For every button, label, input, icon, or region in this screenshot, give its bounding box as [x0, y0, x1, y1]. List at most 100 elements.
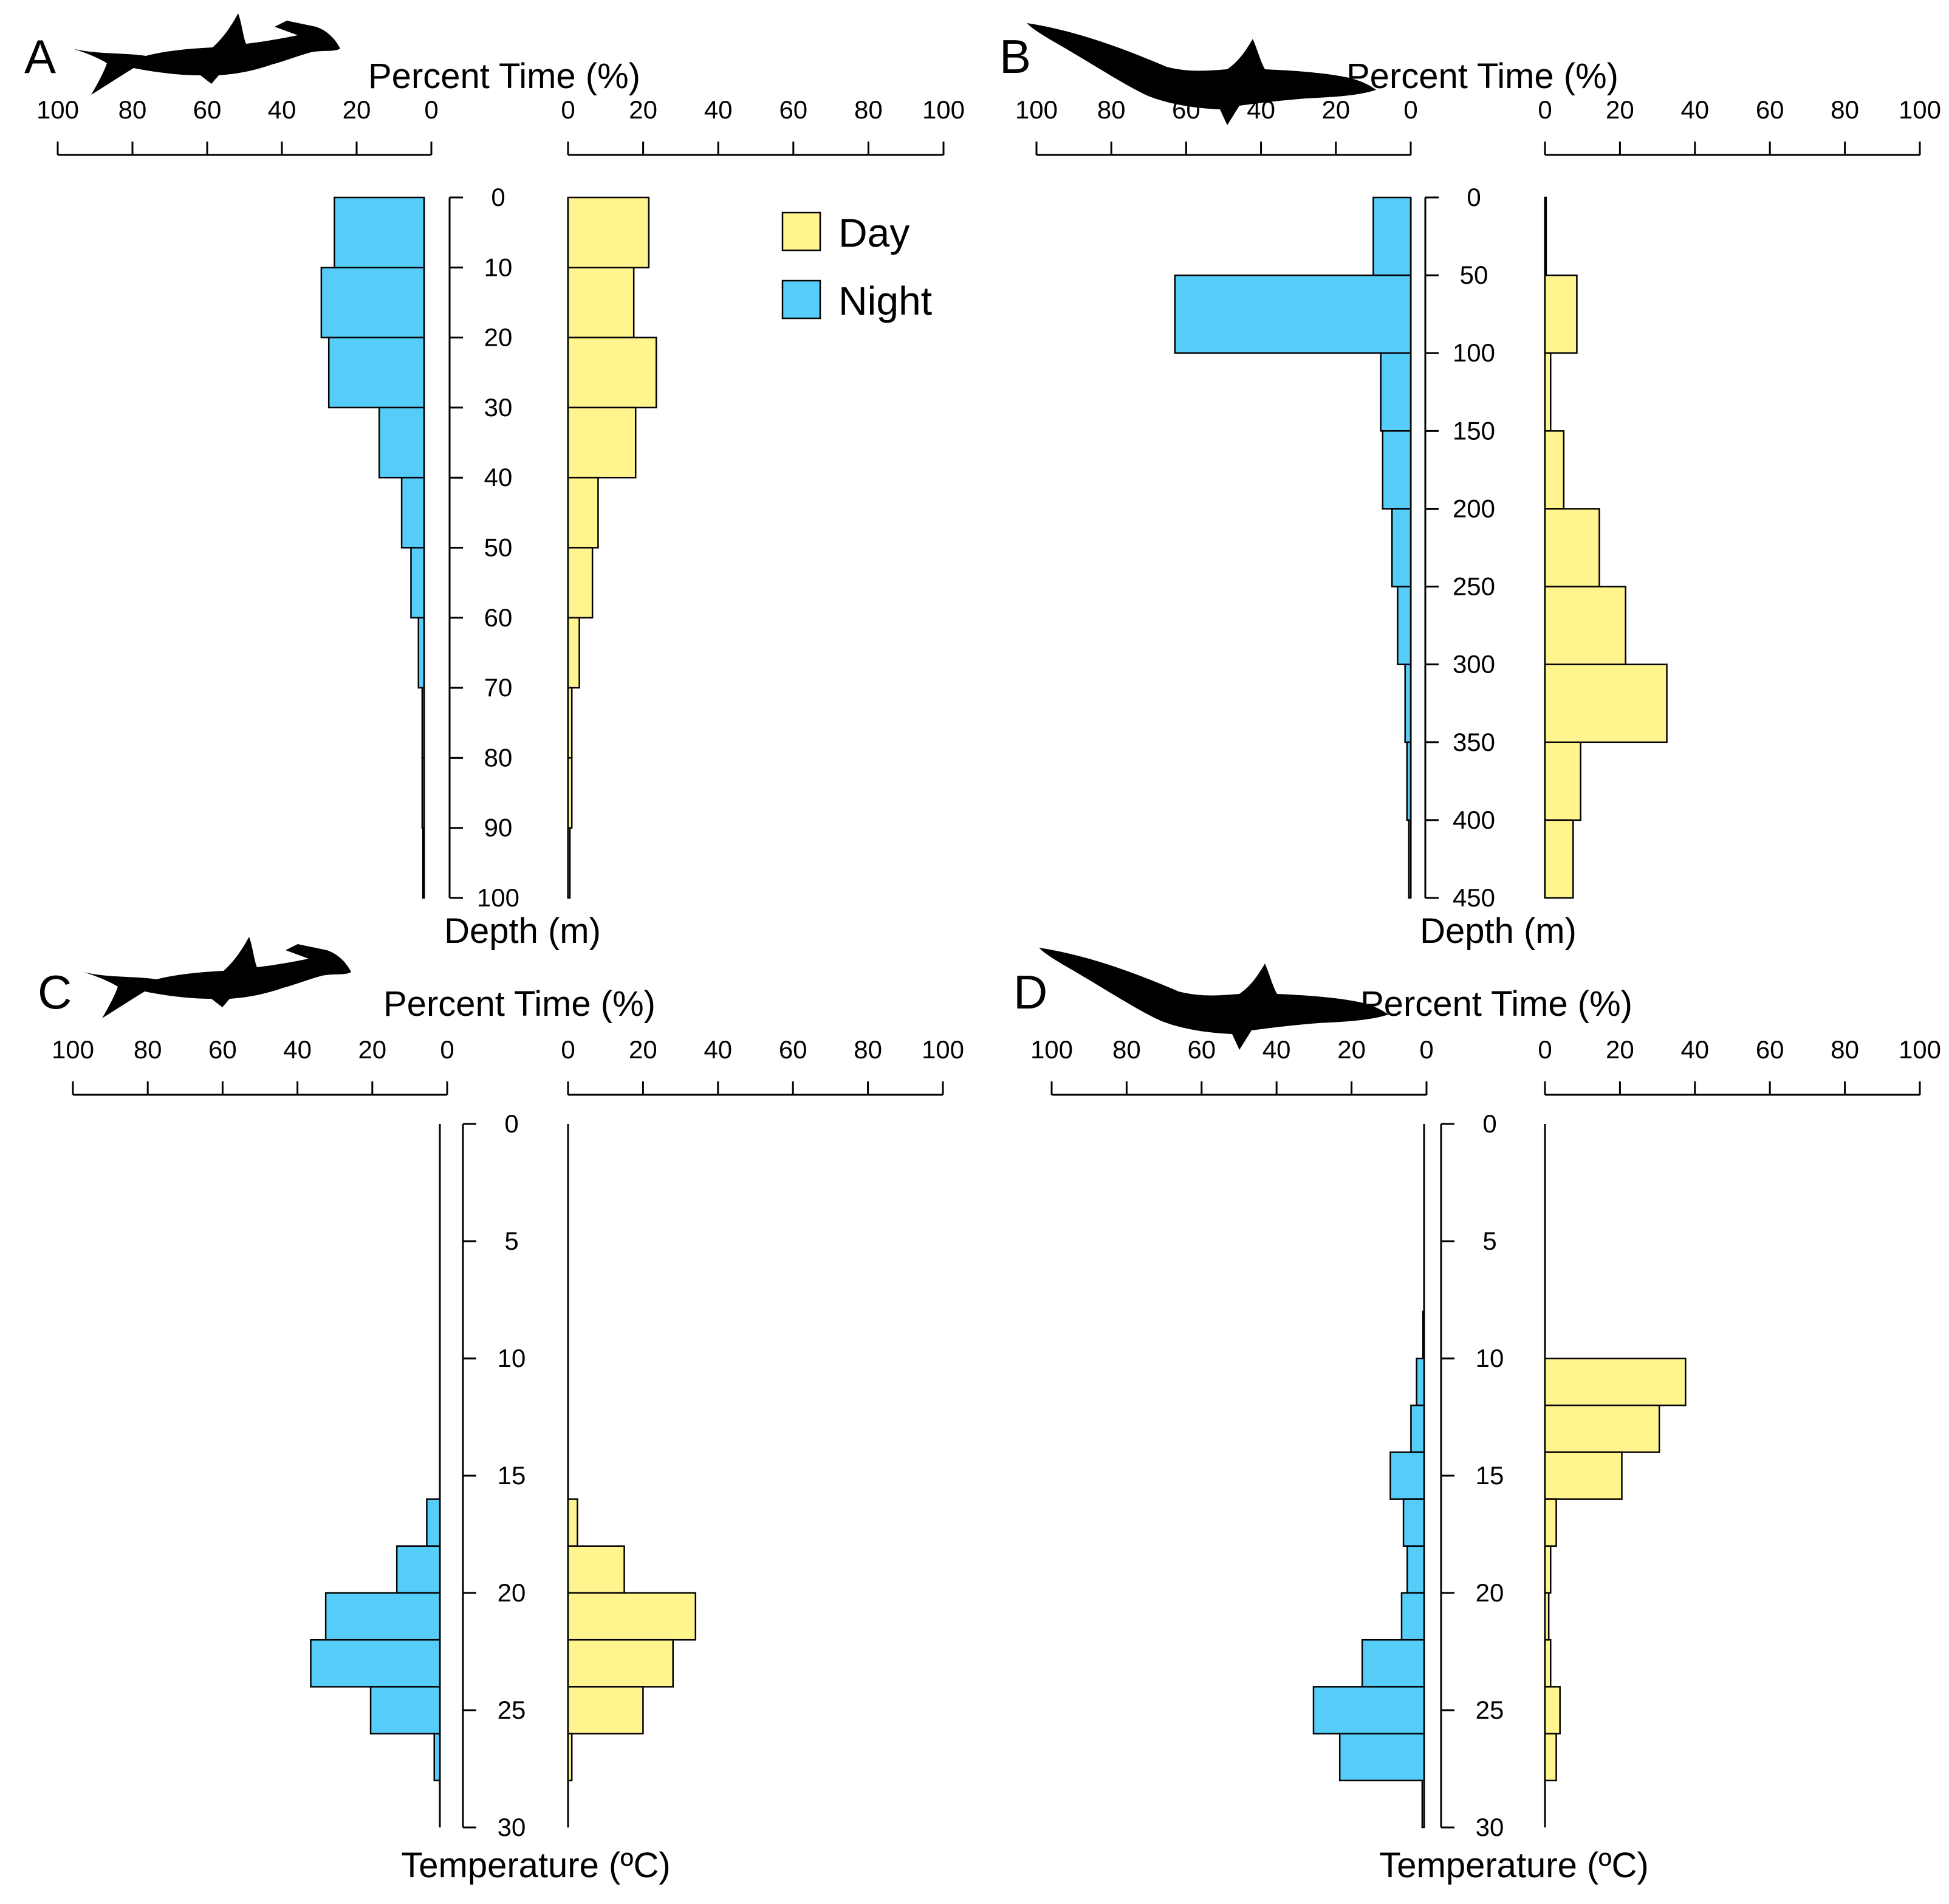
- night-bar: [1421, 1779, 1425, 1829]
- night-bar: [1361, 1639, 1425, 1688]
- panels: A Percent Time (%)100 80 60 40 20 0 0 20 40 60 80 10…: [24, 30, 1941, 1885]
- legend-night-label: Night: [838, 278, 932, 323]
- panel-d: D Percent Time (%)100 80 60 40 20 0 0 20 40 60 80 10…: [1013, 965, 1941, 1885]
- y-tick-label: 100: [477, 883, 519, 912]
- night-bar: [433, 1733, 441, 1782]
- x-tick-label: 60: [1756, 95, 1784, 124]
- x-tick-label: 40: [704, 95, 733, 124]
- legend: Day Night: [781, 210, 932, 323]
- y-tick-label: 25: [498, 1696, 526, 1724]
- night-bar: [1406, 741, 1412, 821]
- night-bar: [1372, 196, 1412, 276]
- x-tick-label: 100: [36, 95, 79, 124]
- day-bar: [1544, 1686, 1561, 1734]
- y-tick-label: 100: [1453, 338, 1495, 367]
- x-tick-label: 40: [268, 95, 296, 124]
- y-tick-label: 20: [484, 323, 513, 352]
- x-tick-label: 0: [1538, 95, 1552, 124]
- legend-night-swatch: [781, 279, 821, 320]
- y-tick-label: 450: [1453, 883, 1495, 912]
- thresher-shark-icon: [1039, 948, 1388, 1050]
- day-bar: [567, 1686, 644, 1734]
- legend-day-label: Day: [838, 210, 909, 255]
- x-axis-night: 100 80 60 40 20 0: [36, 95, 439, 156]
- y-tick-label: 300: [1453, 650, 1495, 679]
- x-tick-label: 0: [1538, 1035, 1552, 1064]
- y-tick-label: 0: [1467, 183, 1481, 211]
- panel-title: Percent Time (%): [383, 984, 656, 1024]
- x-tick-label: 40: [704, 1035, 732, 1064]
- day-bar: [567, 827, 571, 899]
- day-bar: [567, 1639, 674, 1688]
- x-tick-label: 60: [1756, 1035, 1784, 1064]
- x-tick-label: 80: [134, 1035, 162, 1064]
- x-tick-label: 40: [1247, 95, 1275, 124]
- x-tick-label: 80: [1831, 95, 1859, 124]
- day-bar: [1544, 196, 1547, 276]
- y-tick-label: 5: [504, 1227, 518, 1255]
- day-bar: [567, 547, 594, 619]
- panel-label: C: [38, 965, 72, 1019]
- hammerhead-shark-icon: [84, 937, 351, 1018]
- night-bar: [417, 617, 425, 689]
- y-tick-label: 5: [1482, 1227, 1496, 1255]
- x-tick-label: 100: [922, 95, 965, 124]
- x-tick-label: 60: [208, 1035, 237, 1064]
- x-tick-label: 0: [1419, 1035, 1433, 1064]
- x-tick-label: 0: [561, 1035, 575, 1064]
- night-bar: [1408, 819, 1412, 899]
- x-tick-label: 100: [1015, 95, 1058, 124]
- night-bar: [426, 1498, 441, 1547]
- x-tick-label: 60: [779, 95, 807, 124]
- x-tick-label: 40: [1262, 1035, 1291, 1064]
- night-bar: [1397, 586, 1412, 665]
- y-tick-label: 400: [1453, 806, 1495, 834]
- day-bar: [1544, 1404, 1660, 1453]
- day-bar: [1544, 819, 1574, 899]
- day-bar: [567, 757, 573, 829]
- night-bar: [320, 267, 425, 338]
- y-tick-label: 30: [1476, 1813, 1504, 1841]
- x-tick-label: 20: [1337, 1035, 1366, 1064]
- x-tick-label: 40: [1680, 95, 1709, 124]
- y-tick-label: 0: [504, 1109, 518, 1138]
- x-tick-label: 80: [1097, 95, 1126, 124]
- x-tick-label: 100: [1899, 95, 1941, 124]
- y-tick-label: 10: [484, 253, 513, 281]
- panel-title: Percent Time (%): [1346, 57, 1618, 96]
- x-tick-label: 100: [52, 1035, 94, 1064]
- night-bar: [1422, 1310, 1425, 1360]
- x-tick-label: 100: [1899, 1035, 1941, 1064]
- x-tick-label: 20: [1606, 1035, 1634, 1064]
- y-tick-label: 15: [498, 1461, 526, 1490]
- night-bar: [1380, 352, 1412, 432]
- night-bar: [1391, 508, 1412, 587]
- y-tick-label: 30: [484, 393, 513, 422]
- day-bar: [1544, 352, 1552, 432]
- y-tick-label: 90: [484, 813, 513, 842]
- y-tick-label: 0: [1482, 1109, 1496, 1138]
- x-axis-night: 100 80 60 40 20 0: [52, 1035, 454, 1096]
- night-bar: [310, 1639, 441, 1688]
- day-bar: [1544, 430, 1565, 510]
- day-bar: [567, 476, 599, 549]
- night-bar: [421, 757, 425, 829]
- legend-day-swatch: [781, 211, 821, 252]
- y-tick-label: 350: [1453, 728, 1495, 756]
- x-tick-label: 0: [440, 1035, 454, 1064]
- y-tick-label: 70: [484, 673, 513, 702]
- panel-c: C Percent Time (%)100 80 60 40 20 0 0 20 40 60 80 10…: [38, 965, 964, 1885]
- x-tick-label: 20: [358, 1035, 386, 1064]
- panel-a: A Percent Time (%)100 80 60 40 20 0 0 20 40 60 80 10…: [24, 30, 965, 951]
- night-bar: [410, 547, 425, 619]
- night-bar: [1338, 1733, 1425, 1782]
- day-bar: [567, 406, 637, 479]
- x-tick-label: 0: [424, 95, 438, 124]
- x-tick-label: 20: [1606, 95, 1634, 124]
- y-tick-label: 20: [498, 1578, 526, 1607]
- y-axis: 0 5 10 15 20 25 30: [1440, 1109, 1504, 1841]
- thresher-shark-icon: [1027, 23, 1376, 125]
- day-bar: [567, 687, 573, 759]
- y-tick-label: 80: [484, 743, 513, 772]
